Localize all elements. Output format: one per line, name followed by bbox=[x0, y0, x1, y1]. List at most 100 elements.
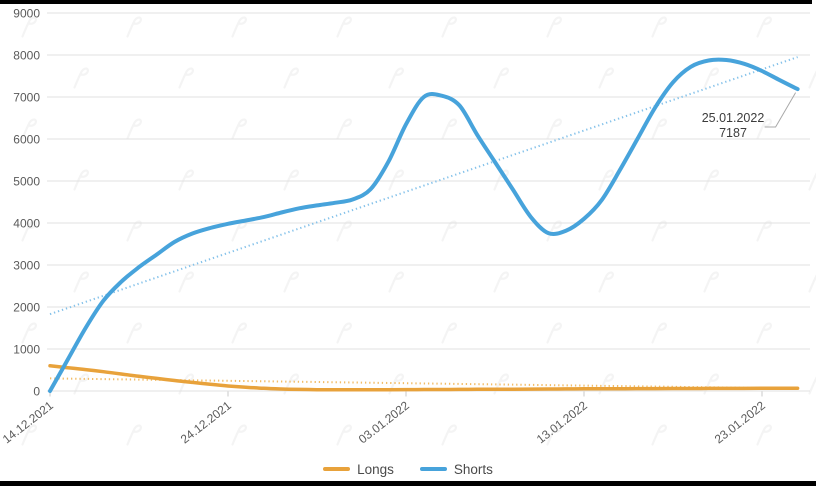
longs-line-swatch-icon bbox=[323, 467, 351, 471]
forklog-logo-icon bbox=[493, 67, 510, 89]
forklog-logo-icon bbox=[178, 67, 195, 89]
x-axis-label: 13.01.2022 bbox=[534, 398, 590, 446]
forklog-logo-icon bbox=[441, 220, 458, 242]
annotation-date: 25.01.2022 bbox=[701, 111, 765, 125]
watermark-tile-group bbox=[21, 16, 816, 446]
shorts-trendline bbox=[49, 56, 798, 316]
forklog-logo-icon bbox=[388, 373, 405, 395]
forklog-logo-icon bbox=[546, 220, 563, 242]
y-axis-label: 8000 bbox=[13, 49, 40, 63]
forklog-logo-icon bbox=[808, 373, 816, 395]
forklog-logo-icon bbox=[651, 16, 668, 38]
forklog-logo-icon bbox=[493, 271, 510, 293]
forklog-logo-icon bbox=[808, 67, 816, 89]
legend: Longs Shorts bbox=[0, 459, 816, 479]
forklog-logo-icon bbox=[756, 118, 773, 140]
forklog-logo-icon bbox=[336, 424, 353, 446]
y-axis-label: 2000 bbox=[13, 301, 40, 315]
annotation-leader-line bbox=[764, 92, 797, 128]
forklog-logo-icon bbox=[808, 169, 816, 191]
forklog-logo-icon bbox=[73, 67, 90, 89]
legend-item-longs[interactable]: Longs bbox=[323, 462, 394, 477]
y-axis-label: 7000 bbox=[13, 91, 40, 105]
forklog-logo-icon bbox=[73, 271, 90, 293]
forklog-logo-icon bbox=[441, 322, 458, 344]
forklog-logo-icon bbox=[21, 322, 38, 344]
forklog-logo-icon bbox=[231, 424, 248, 446]
forklog-logo-icon bbox=[651, 118, 668, 140]
x-axis-label: 14.12.2021 bbox=[0, 398, 56, 446]
forklog-logo-icon bbox=[231, 16, 248, 38]
forklog-logo-icon bbox=[231, 322, 248, 344]
forklog-logo-icon bbox=[703, 67, 720, 89]
forklog-logo-icon bbox=[388, 169, 405, 191]
x-axis-label: 24.12.2021 bbox=[178, 398, 234, 446]
forklog-logo-icon bbox=[598, 373, 615, 395]
forklog-logo-icon bbox=[703, 271, 720, 293]
y-axis-label: 9000 bbox=[13, 7, 40, 21]
forklog-logo-icon bbox=[546, 424, 563, 446]
forklog-logo-icon bbox=[21, 220, 38, 242]
forklog-logo-icon bbox=[756, 322, 773, 344]
forklog-logo-icon bbox=[283, 169, 300, 191]
forklog-logo-icon bbox=[598, 67, 615, 89]
bottom-border-bar bbox=[0, 481, 816, 486]
forklog-logo-icon bbox=[651, 220, 668, 242]
annotation-callout: 25.01.2022 7187 bbox=[683, 111, 783, 141]
forklog-logo-icon bbox=[73, 169, 90, 191]
forklog-logo-icon bbox=[336, 16, 353, 38]
y-axis-label: 4000 bbox=[13, 217, 40, 231]
forklog-logo-icon bbox=[21, 424, 38, 446]
forklog-logo-icon bbox=[388, 67, 405, 89]
forklog-logo-icon bbox=[178, 169, 195, 191]
shorts-series-line bbox=[48, 57, 800, 393]
annotation-value: 7187 bbox=[719, 126, 747, 140]
forklog-logo-icon bbox=[441, 16, 458, 38]
forklog-logo-icon bbox=[388, 271, 405, 293]
y-axis-label: 3000 bbox=[13, 259, 40, 273]
forklog-logo-icon bbox=[126, 220, 143, 242]
longs-series-line bbox=[48, 364, 800, 392]
forklog-logo-icon bbox=[808, 271, 816, 293]
top-border-bar bbox=[0, 0, 812, 4]
legend-label-shorts: Shorts bbox=[453, 461, 493, 477]
y-axis-label: 6000 bbox=[13, 133, 40, 147]
forklog-logo-icon bbox=[283, 67, 300, 89]
y-axis-label: 1000 bbox=[13, 343, 40, 357]
forklog-logo-icon bbox=[756, 424, 773, 446]
forklog-logo-icon bbox=[283, 373, 300, 395]
legend-item-shorts[interactable]: Shorts bbox=[419, 461, 493, 477]
forklog-logo-icon bbox=[493, 373, 510, 395]
forklog-logo-icon bbox=[756, 16, 773, 38]
forklog-logo-icon bbox=[598, 271, 615, 293]
forklog-logo-icon bbox=[126, 424, 143, 446]
forklog-logo-icon bbox=[546, 322, 563, 344]
forklog-logo-icon bbox=[441, 424, 458, 446]
forklog-logo-icon bbox=[336, 322, 353, 344]
shorts-line-swatch-icon bbox=[419, 467, 447, 471]
forklog-logo-icon bbox=[178, 271, 195, 293]
forklog-logo-icon bbox=[231, 118, 248, 140]
legend-label-longs: Longs bbox=[357, 461, 394, 477]
x-axis-label: 23.01.2022 bbox=[712, 398, 768, 446]
forklog-logo-icon bbox=[283, 271, 300, 293]
forklog-logo-icon bbox=[21, 118, 38, 140]
forklog-logo-icon bbox=[651, 322, 668, 344]
forklog-logo-icon bbox=[336, 118, 353, 140]
forklog-logo-icon bbox=[756, 220, 773, 242]
forklog-logo-icon bbox=[546, 16, 563, 38]
forklog-logo-icon bbox=[336, 220, 353, 242]
forklog-logo-icon bbox=[126, 16, 143, 38]
longs-trendline bbox=[49, 377, 798, 390]
forklog-logo-icon bbox=[703, 373, 720, 395]
x-axis-label: 03.01.2022 bbox=[356, 398, 412, 446]
forklog-logo-icon bbox=[126, 322, 143, 344]
forklog-logo-icon bbox=[441, 118, 458, 140]
forklog-logo-icon bbox=[546, 118, 563, 140]
forklog-logo-icon bbox=[651, 424, 668, 446]
forklog-logo-icon bbox=[126, 118, 143, 140]
forklog-logo-icon bbox=[703, 169, 720, 191]
forklog-logo-icon bbox=[21, 16, 38, 38]
